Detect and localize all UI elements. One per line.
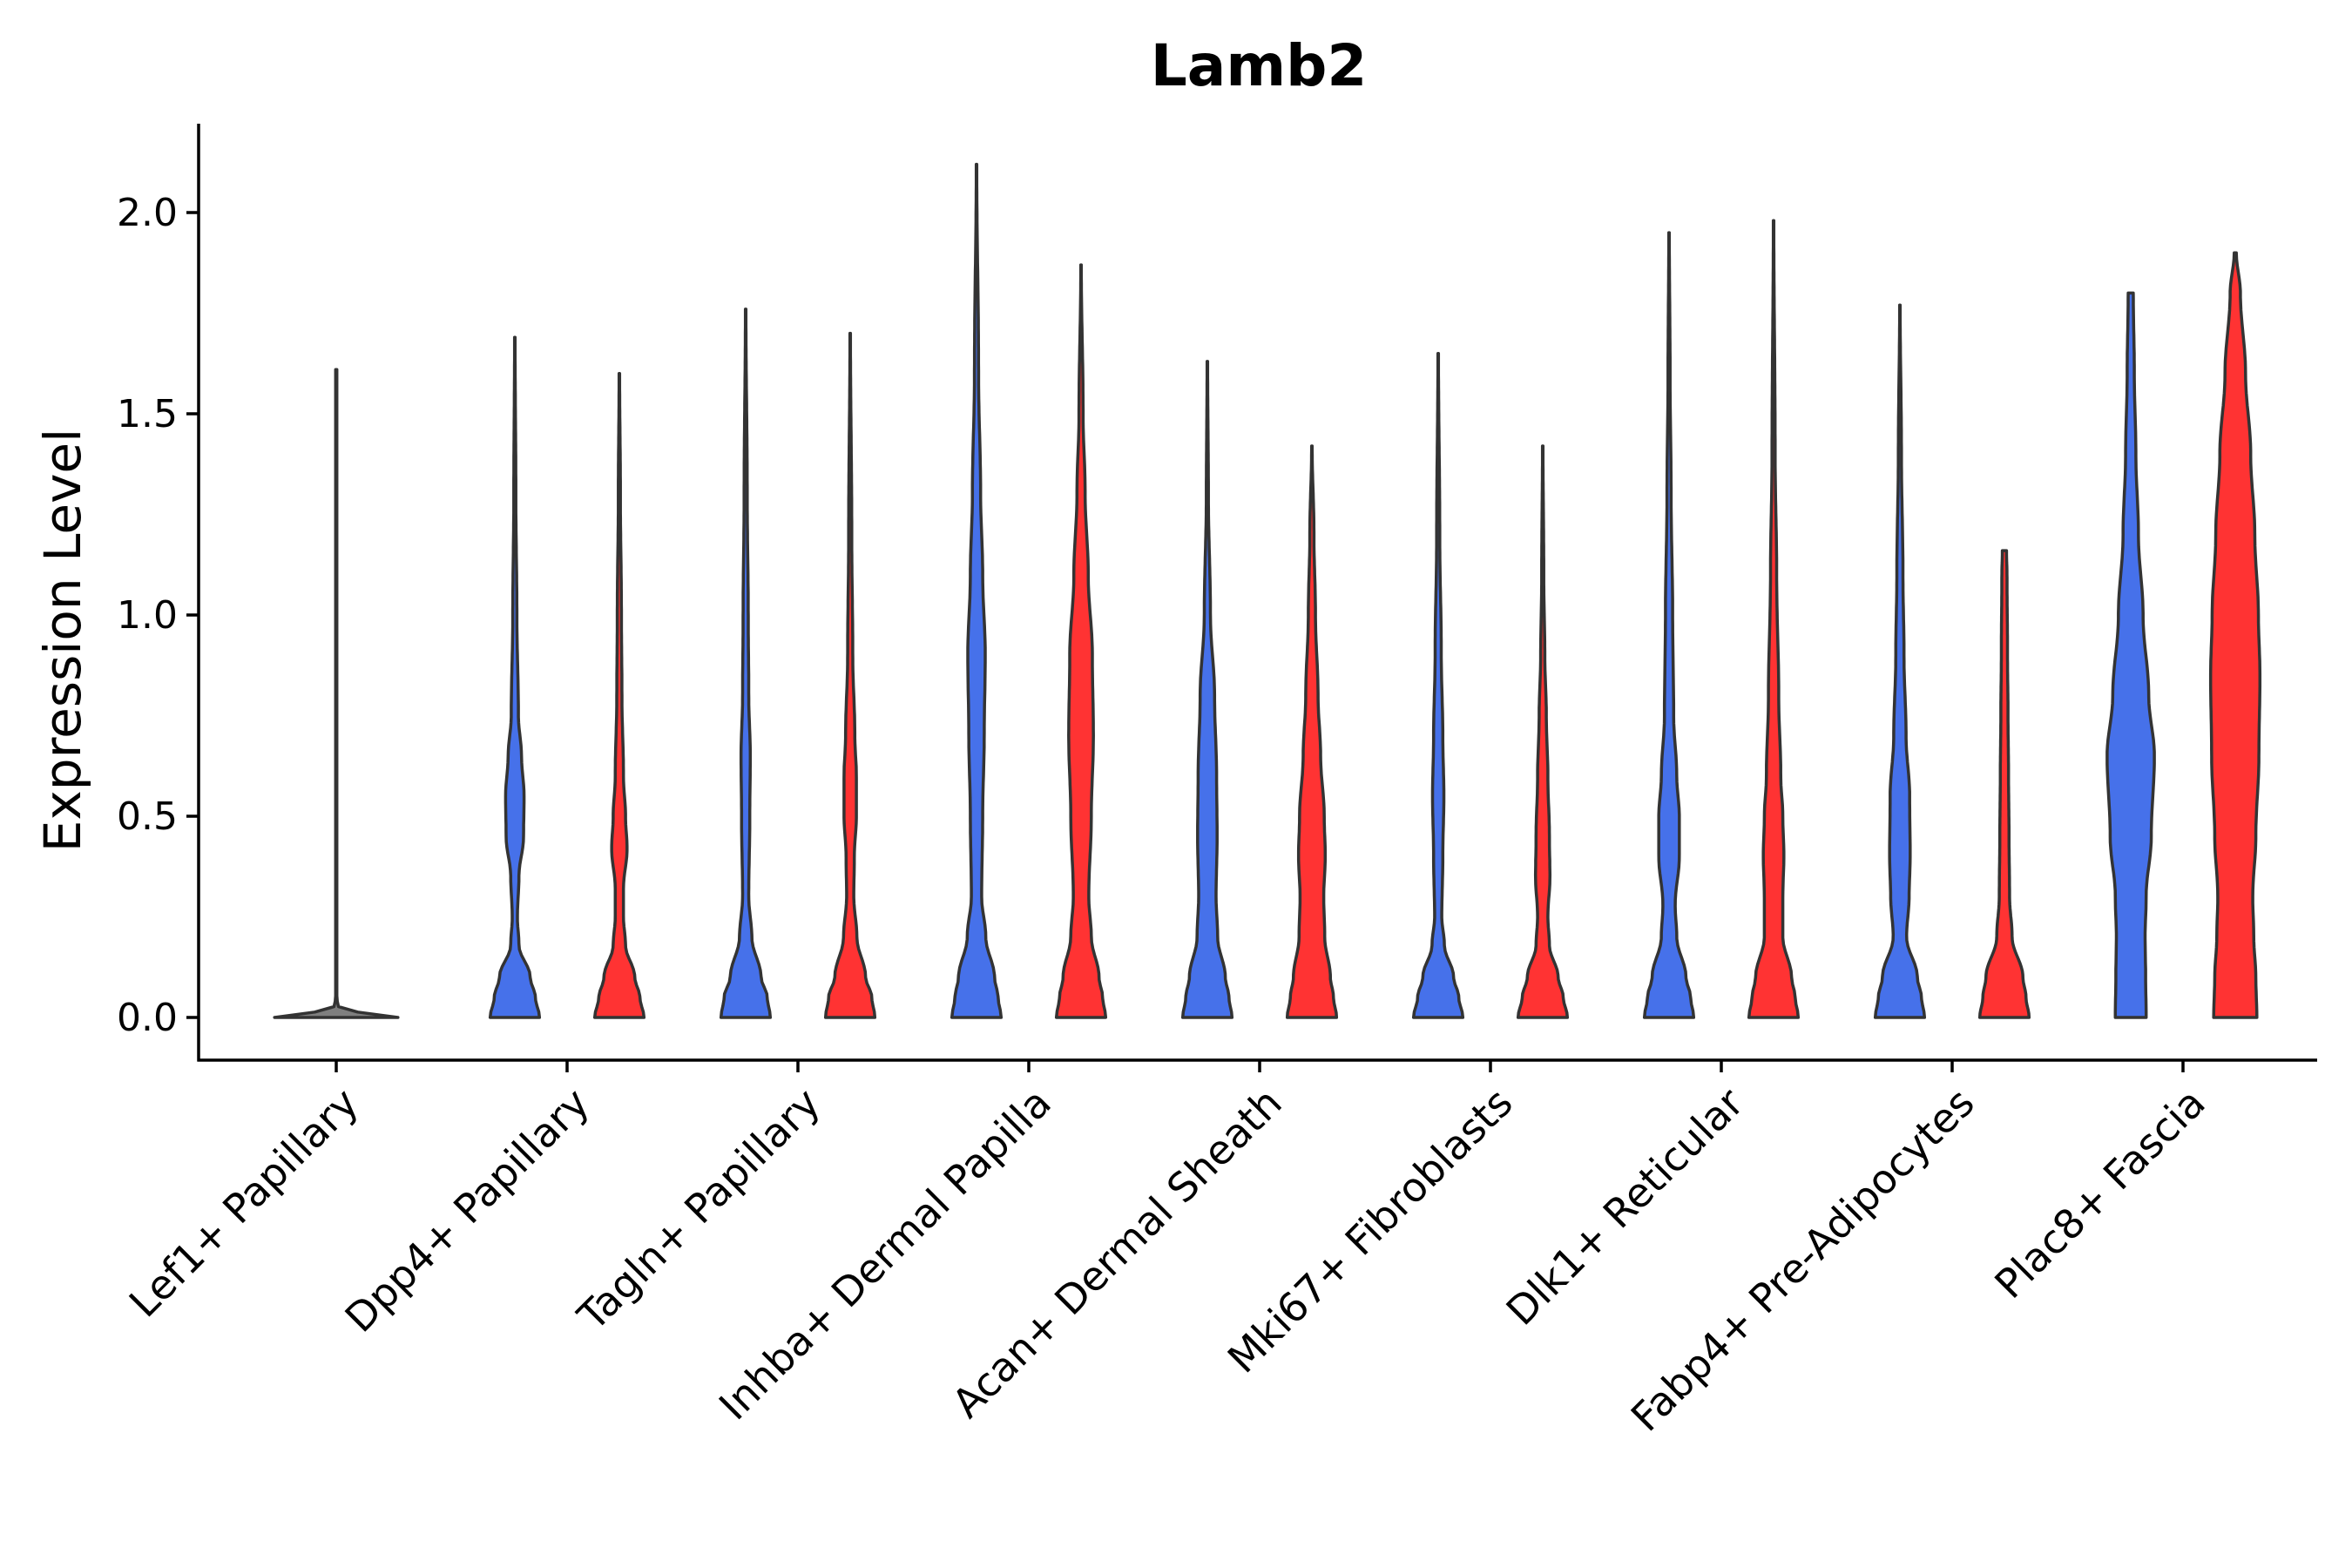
y-axis-label: Expression Level — [33, 429, 92, 852]
x-tick-label: Lef1+ Papillary — [120, 1079, 368, 1327]
x-tick-label: Plac8+ Fascia — [1985, 1079, 2213, 1308]
violin-tagln-papillary-group-1 — [719, 308, 773, 1019]
violin-group — [273, 162, 2262, 1019]
y-tick-label: 0.0 — [117, 996, 178, 1040]
x-tick-label: Tagln+ Papillary — [568, 1079, 829, 1341]
violin-fabp4-pre-adipocytes-group-2 — [1977, 549, 2031, 1019]
violin-dlk1-reticular-group-1 — [1642, 231, 1696, 1019]
y-tick-label: 1.5 — [117, 392, 178, 436]
violin-mki67-fibroblasts-group-2 — [1516, 444, 1570, 1019]
violin-dlk1-reticular-group-2 — [1747, 219, 1801, 1019]
violin-plac8-fascia-group-1 — [2105, 291, 2156, 1019]
y-tick-label: 0.5 — [117, 794, 178, 839]
violin-inhba-dermal-papilla-group-2 — [1054, 263, 1108, 1019]
y-tick-label: 1.0 — [117, 593, 178, 638]
violin-fabp4-pre-adipocytes-group-1 — [1873, 303, 1927, 1019]
violin-acan-dermal-sheath-group-1 — [1180, 360, 1234, 1019]
violin-plac8-fascia-group-2 — [2208, 251, 2262, 1019]
violin-dpp4-papillary-group-1 — [488, 335, 542, 1019]
violin-lef1-papillary-group-2 — [273, 368, 400, 1019]
y-tick-label: 2.0 — [117, 191, 178, 235]
x-tick-label: Dpp4+ Papillary — [336, 1079, 598, 1342]
violin-mki67-fibroblasts-group-1 — [1411, 351, 1465, 1019]
violin-inhba-dermal-papilla-group-1 — [950, 162, 1004, 1019]
violin-dpp4-papillary-group-2 — [592, 372, 646, 1019]
violin-tagln-papillary-group-2 — [823, 331, 877, 1019]
x-tick-label: Dlk1+ Reticular — [1497, 1079, 1753, 1335]
chart-title: Lamb2 — [1151, 32, 1368, 99]
violin-acan-dermal-sheath-group-2 — [1285, 444, 1339, 1019]
